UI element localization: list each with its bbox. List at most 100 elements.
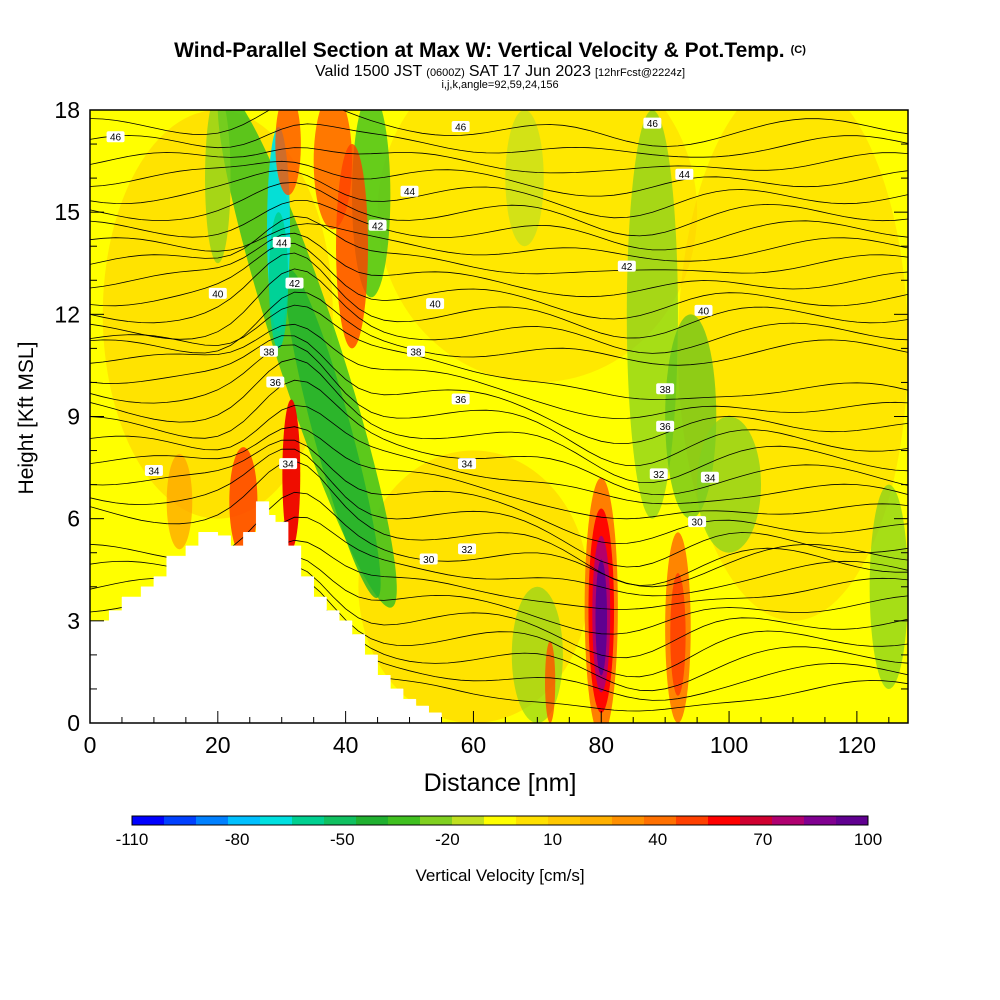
chart-title: Wind-Parallel Section at Max W: Vertical… [174, 39, 806, 62]
x-tick-label: 0 [84, 732, 97, 758]
theta-contour [90, 200, 908, 251]
x-tick-label: 40 [333, 732, 359, 758]
theta-contour [90, 358, 908, 484]
contour-label: 34 [144, 464, 163, 477]
chart-params: i,j,k,angle=92,59,24,156 [441, 79, 558, 91]
svg-text:40: 40 [698, 306, 710, 317]
svg-text:42: 42 [289, 279, 301, 290]
theta-contour [90, 123, 908, 158]
x-axis-label: Distance [nm] [424, 769, 577, 797]
x-tick-label: 100 [710, 732, 748, 758]
contour-label: 34 [279, 458, 298, 471]
colorbar-swatch [548, 816, 581, 825]
theta-contour [90, 268, 908, 354]
velocity-feature [205, 110, 231, 264]
colorbar-swatch [196, 816, 229, 825]
theta-contour [90, 242, 908, 320]
y-tick-label: 9 [67, 404, 80, 430]
theta-contour [90, 404, 908, 505]
x-tick-label: 120 [838, 732, 876, 758]
svg-text:38: 38 [660, 385, 672, 396]
colorbar-swatch [804, 816, 837, 825]
colorbar-swatch [164, 816, 197, 825]
colorbar-swatch [580, 816, 613, 825]
contour-label: 46 [451, 121, 470, 134]
y-tick-label: 3 [67, 608, 80, 634]
velocity-feature [285, 268, 381, 599]
svg-text:36: 36 [660, 422, 672, 433]
colorbar: -110 -80 -50 -20 10 40 70 100 [116, 815, 882, 849]
y-tick-label: 6 [67, 506, 80, 532]
svg-text:36: 36 [270, 378, 282, 389]
colorbar-tick-label: 40 [648, 830, 667, 849]
svg-text:44: 44 [404, 187, 416, 198]
x-tick-label: 60 [461, 732, 487, 758]
y-axis-label: Height [Kft MSL] [15, 342, 38, 495]
velocity-feature [505, 110, 544, 247]
colorbar-swatch [836, 816, 869, 825]
svg-text:46: 46 [110, 133, 122, 144]
theta-contour [90, 426, 908, 520]
theta-contour [90, 304, 908, 400]
theta-contour [90, 160, 908, 197]
colorbar-tick-label: -50 [330, 830, 355, 849]
svg-text:34: 34 [461, 460, 473, 471]
contour-label: 42 [617, 260, 636, 273]
theta-contour [90, 147, 908, 174]
colorbar-swatch [356, 816, 389, 825]
contour-label: 34 [700, 471, 719, 484]
contour-label: 42 [285, 277, 304, 290]
velocity-feature [377, 110, 698, 383]
colorbar-tick-label: 70 [753, 830, 772, 849]
svg-text:46: 46 [455, 123, 467, 134]
contour-label: 38 [406, 345, 425, 358]
colorbar-swatch [708, 816, 741, 825]
colorbar-swatch [132, 816, 165, 825]
velocity-feature [275, 110, 301, 196]
theta-contour [90, 379, 908, 496]
svg-text:30: 30 [423, 555, 435, 566]
colorbar-swatch [740, 816, 773, 825]
y-tick-label: 0 [67, 710, 80, 736]
contour-label: 34 [458, 458, 477, 471]
colorbar-swatch [324, 816, 357, 825]
x-tick-label: 80 [588, 732, 614, 758]
contour-label: 32 [458, 543, 477, 556]
theta-contour [90, 448, 908, 568]
colorbar-swatch [516, 816, 549, 825]
terrain [90, 501, 908, 723]
colorbar-tick-label: 10 [543, 830, 562, 849]
svg-text:34: 34 [704, 473, 716, 484]
colorbar-swatch [484, 816, 517, 825]
svg-text:32: 32 [653, 470, 665, 481]
svg-text:38: 38 [263, 347, 275, 358]
velocity-feature [336, 144, 368, 349]
theta-contour [90, 291, 908, 366]
theta-contour [90, 344, 908, 467]
contour-label: 46 [106, 131, 125, 144]
contour-label: 46 [643, 117, 662, 130]
contour-label: 44 [400, 185, 419, 198]
velocity-feature [595, 559, 608, 676]
svg-text:30: 30 [692, 518, 704, 529]
colorbar-swatch [228, 816, 261, 825]
theta-contour [90, 252, 908, 339]
colorbar-swatch [452, 816, 485, 825]
contour-label: 44 [675, 168, 694, 181]
svg-text:34: 34 [283, 460, 295, 471]
theta-contour [90, 335, 908, 445]
velocity-feature [229, 447, 258, 557]
svg-text:42: 42 [372, 221, 384, 232]
contour-label: 32 [649, 468, 668, 481]
colorbar-tick-label: -20 [435, 830, 460, 849]
velocity-feature [869, 484, 908, 689]
velocity-feature [545, 641, 556, 723]
x-tick-label: 20 [205, 732, 231, 758]
velocity-feature [282, 399, 301, 550]
colorbar-swatch [772, 816, 805, 825]
colorbar-tick-label: -80 [225, 830, 250, 849]
contour-label: 30 [688, 516, 707, 529]
colorbar-tick-label: -110 [116, 830, 149, 849]
svg-text:34: 34 [148, 466, 160, 477]
